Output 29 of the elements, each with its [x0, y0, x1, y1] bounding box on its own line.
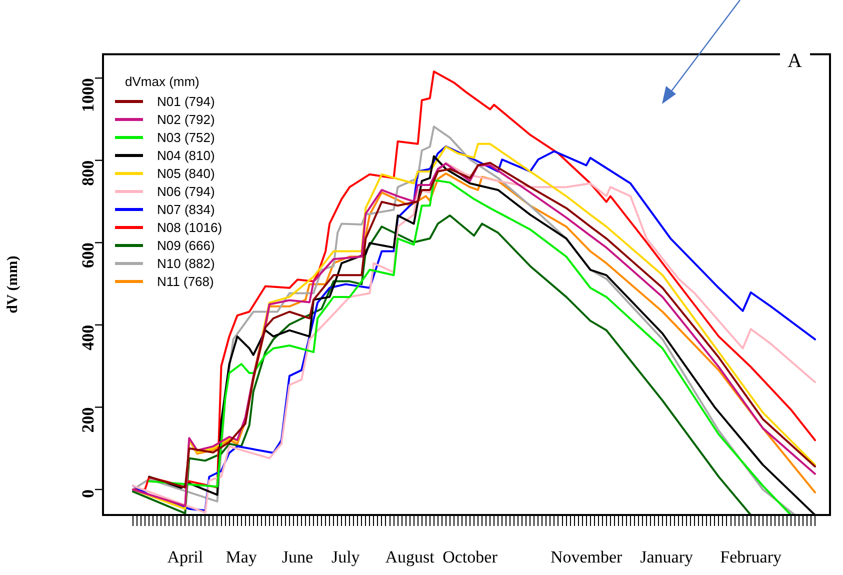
legend-label: N02 (792): [157, 112, 215, 127]
y-tick-label: 400: [78, 324, 98, 350]
legend-label: N10 (882): [157, 256, 215, 271]
x-tick-label: May: [226, 548, 258, 567]
legend-label: N05 (840): [157, 166, 215, 181]
legend-label: N03 (752): [157, 130, 215, 145]
x-tick-label: April: [167, 548, 204, 567]
y-tick-label: 1000: [78, 78, 98, 112]
legend-label: N08 (1016): [157, 220, 222, 235]
y-tick-label: 800: [78, 160, 98, 186]
legend-label: N07 (834): [157, 202, 215, 217]
y-tick-label: 600: [78, 242, 98, 268]
x-tick-label: November: [550, 548, 623, 567]
x-tick-label: June: [282, 548, 314, 567]
legend-title: dVmax (mm): [124, 74, 200, 90]
x-tick-label: February: [720, 548, 782, 567]
x-tick-label: October: [442, 548, 498, 567]
legend-label: N06 (794): [157, 184, 215, 199]
x-tick-label: July: [331, 548, 360, 567]
x-tick-label: January: [640, 548, 694, 567]
legend-label: N01 (794): [157, 94, 215, 109]
legend-label: N09 (666): [157, 238, 215, 253]
y-tick-label: 200: [78, 407, 98, 433]
legend-label: N04 (810): [157, 148, 215, 163]
legend-label: N11 (768): [157, 274, 214, 289]
annotation: A: [780, 50, 810, 74]
y-axis-title: dV (mm): [4, 256, 21, 314]
x-tick-label: August: [385, 548, 435, 567]
y-tick-label: 0: [78, 489, 98, 498]
